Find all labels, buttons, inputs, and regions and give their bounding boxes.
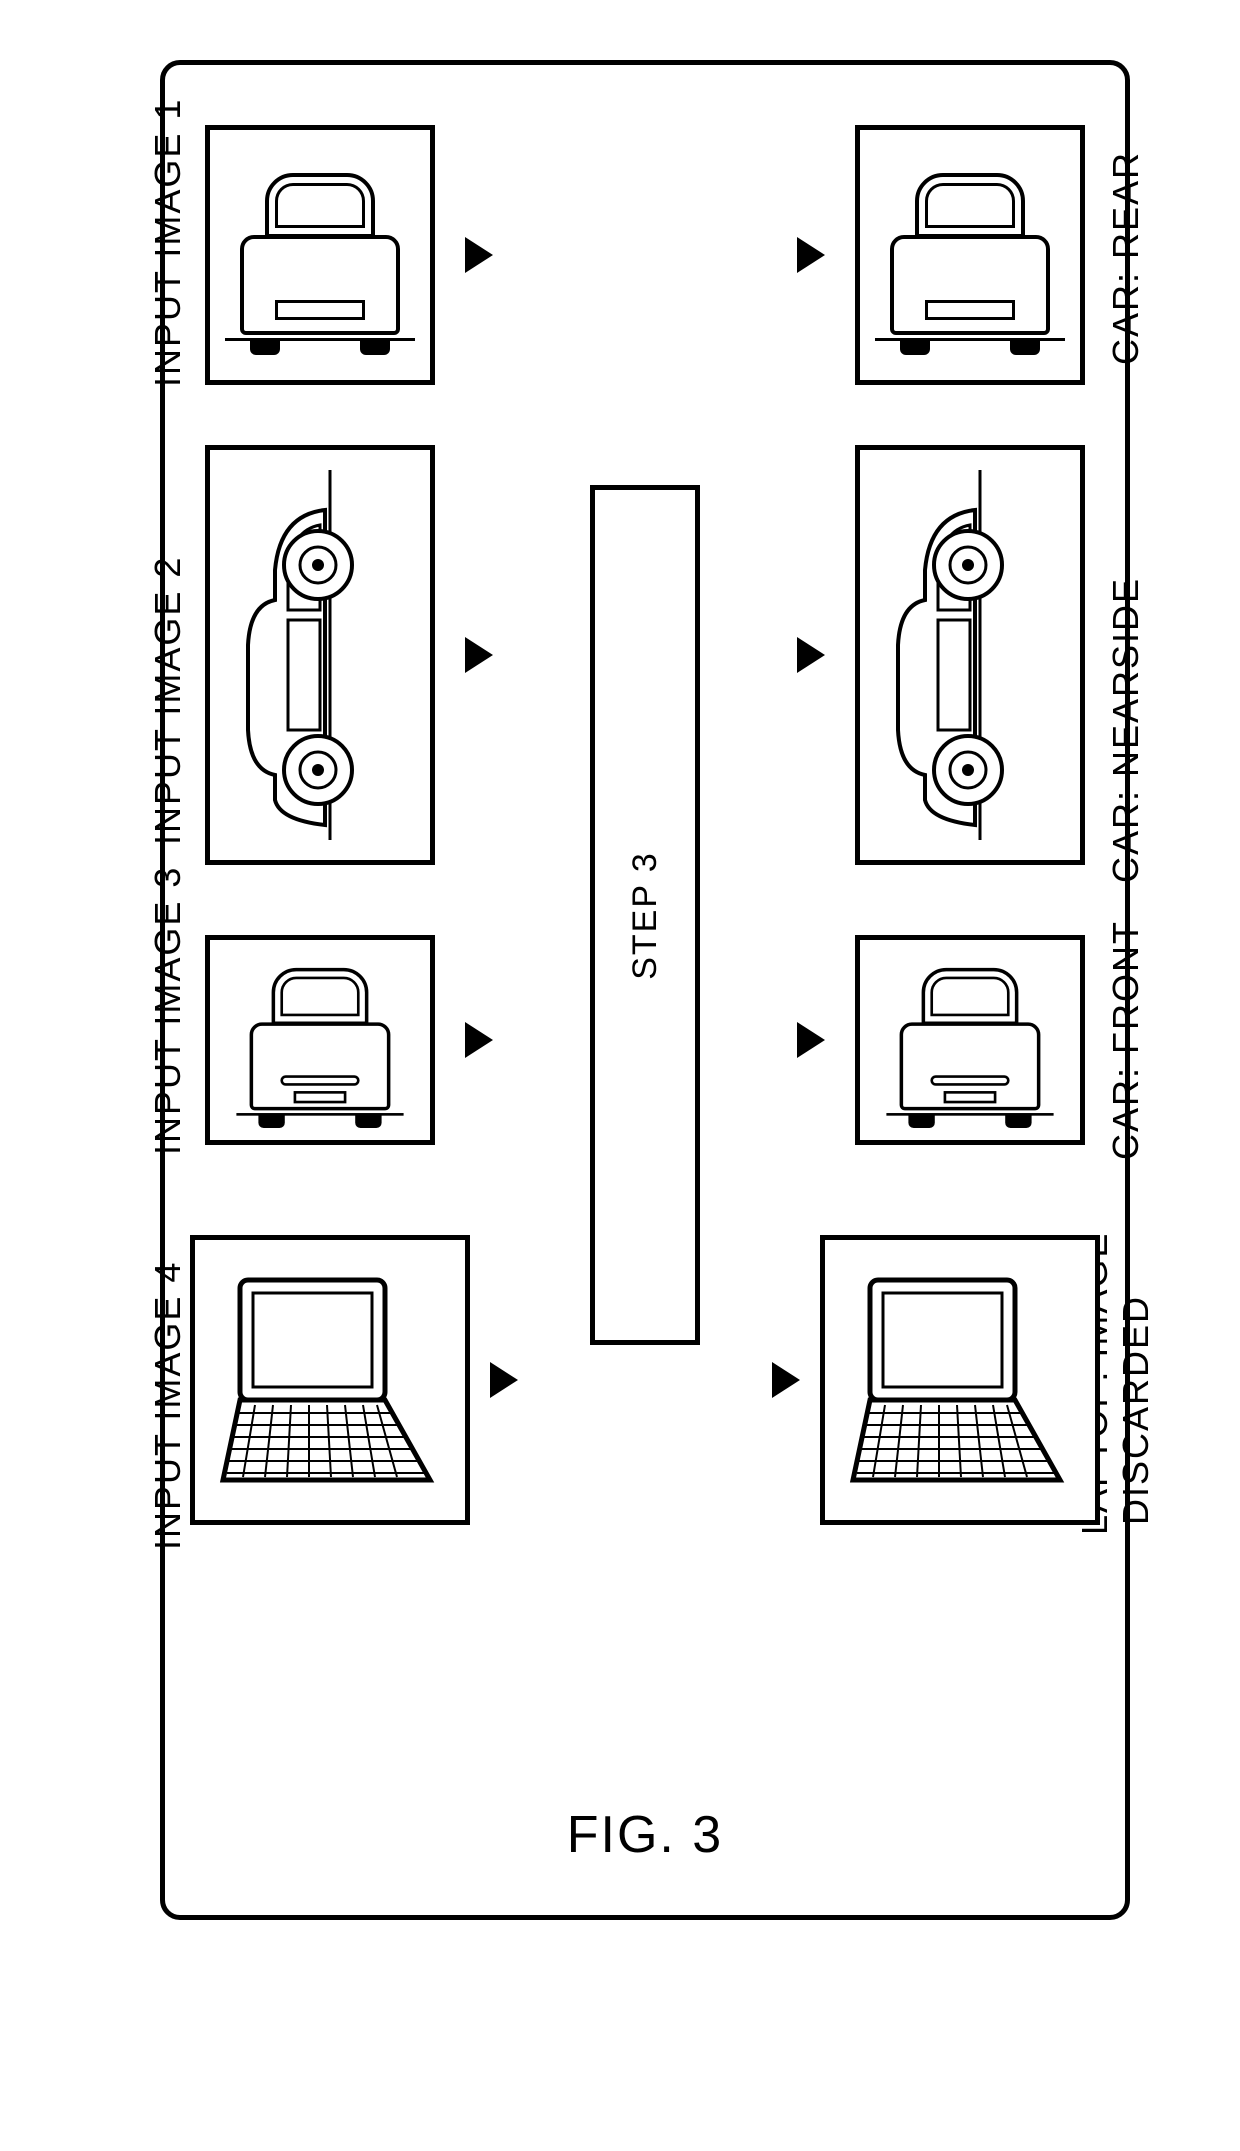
arrow-icon — [465, 1022, 493, 1058]
arrow-icon — [465, 237, 493, 273]
output-tile-3 — [855, 935, 1085, 1145]
car-front-icon — [245, 952, 395, 1128]
laptop-icon — [215, 1265, 445, 1495]
diagram-frame: INPUT IMAGE 1 INPUT IMAGE 2 INPUT IMAGE … — [160, 60, 1130, 1920]
input-tile-4 — [190, 1235, 470, 1525]
input-label-1: INPUT IMAGE 1 — [147, 98, 189, 387]
arrow-icon — [797, 637, 825, 673]
output-label-1: CAR: REAR — [1105, 151, 1147, 365]
output-label-2: CAR: NEARSIDE — [1105, 577, 1147, 883]
input-label-3: INPUT IMAGE 3 — [147, 866, 189, 1155]
input-tile-3 — [205, 935, 435, 1145]
car-rear-icon — [235, 155, 405, 355]
car-front-icon — [895, 952, 1045, 1128]
arrow-icon — [797, 237, 825, 273]
input-label-2: INPUT IMAGE 2 — [147, 556, 189, 845]
car-rear-icon — [885, 155, 1055, 355]
car-side-icon — [220, 470, 420, 840]
input-tile-1 — [205, 125, 435, 385]
output-label-3: CAR: FRONT — [1105, 920, 1147, 1160]
laptop-icon — [845, 1265, 1075, 1495]
output-tile-1 — [855, 125, 1085, 385]
car-side-icon — [870, 470, 1070, 840]
process-label: STEP 3 — [626, 851, 665, 980]
arrow-icon — [797, 1022, 825, 1058]
arrow-icon — [490, 1362, 518, 1398]
figure-label: FIG. 3 — [165, 1805, 1125, 1865]
input-tile-2 — [205, 445, 435, 865]
process-box: STEP 3 — [590, 485, 700, 1345]
arrow-icon — [772, 1362, 800, 1398]
output-tile-4 — [820, 1235, 1100, 1525]
output-tile-2 — [855, 445, 1085, 865]
arrow-icon — [465, 637, 493, 673]
output-label-4b: DISCARDED — [1115, 1295, 1157, 1525]
input-label-4: INPUT IMAGE 4 — [147, 1261, 189, 1550]
